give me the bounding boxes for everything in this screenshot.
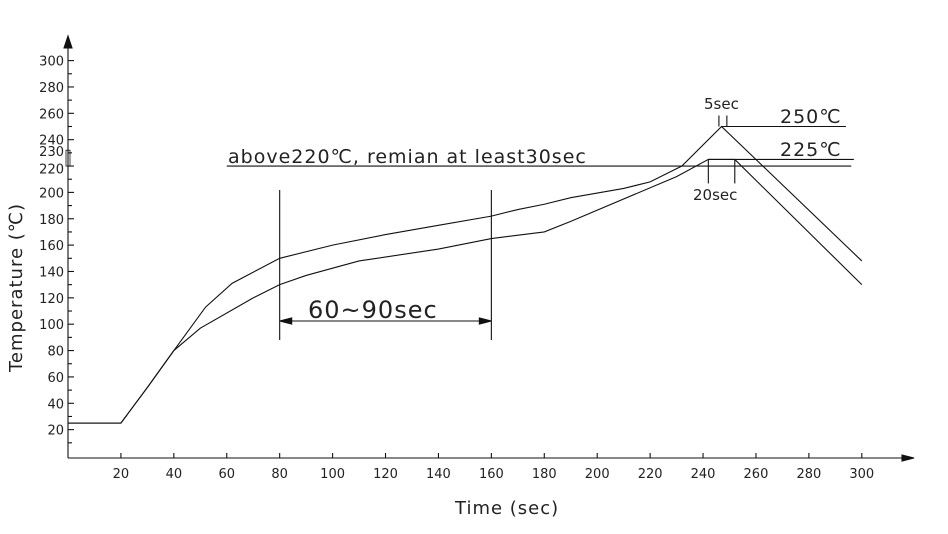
- y-tick-label: 120: [39, 292, 64, 307]
- y-tick-label: 300: [39, 55, 64, 70]
- y-tick-label: 240: [39, 134, 64, 149]
- y-tick-label: 40: [47, 397, 64, 412]
- y-tick-label: 20: [47, 424, 64, 439]
- x-tick-label: 40: [166, 467, 183, 482]
- y-tick-label: 180: [39, 213, 64, 228]
- x-tick-label: 220: [638, 467, 663, 482]
- series: [68, 125, 863, 424]
- ticks: 2040608010012014016018020022023024026028…: [39, 55, 874, 482]
- annotation-reflow-temp: 225℃: [780, 139, 842, 161]
- x-tick-label: 180: [532, 467, 557, 482]
- y-tick-label: 230: [39, 145, 64, 160]
- y-tick-label: 60: [47, 371, 64, 386]
- y-tick-label: 100: [39, 318, 64, 333]
- annotation-above: above220℃, remian at least30sec: [228, 146, 587, 168]
- series-line-1: [68, 125, 863, 424]
- y-tick-label: 280: [39, 81, 64, 96]
- x-tick-label: 120: [373, 467, 398, 482]
- soak-arrow-left: [279, 317, 293, 325]
- x-tick-label: 160: [479, 467, 504, 482]
- annotation-soak: 60~90sec: [308, 296, 438, 324]
- x-tick-label: 200: [585, 467, 610, 482]
- y-tick-label: 160: [39, 239, 64, 254]
- y-tick-label: 140: [39, 265, 64, 280]
- x-tick-label: 140: [426, 467, 451, 482]
- annotation-reflow-time: 20sec: [693, 186, 737, 204]
- y-tick-label: 80: [47, 345, 64, 360]
- x-axis-label: Time (sec): [454, 498, 559, 519]
- x-tick-label: 60: [218, 467, 235, 482]
- annotation-peak-time: 5sec: [704, 95, 739, 113]
- x-tick-label: 100: [320, 467, 345, 482]
- x-tick-label: 280: [796, 467, 821, 482]
- annotation-peak-temp: 250℃: [780, 106, 842, 128]
- x-tick-label: 20: [113, 467, 130, 482]
- series-line-2: [68, 158, 863, 424]
- annotations: [226, 115, 854, 340]
- y-tick-label: 260: [39, 107, 64, 122]
- x-tick-label: 300: [849, 467, 874, 482]
- x-tick-label: 260: [744, 467, 769, 482]
- soak-arrow-right: [478, 317, 492, 325]
- axes: [63, 34, 915, 462]
- y-axis-arrow: [63, 34, 73, 49]
- y-tick-label: 200: [39, 186, 64, 201]
- x-tick-label: 80: [271, 467, 288, 482]
- y-tick-label: 220: [39, 163, 64, 178]
- y-axis-label: Temperature (℃): [6, 203, 27, 373]
- x-axis-arrow: [901, 454, 915, 462]
- x-tick-label: 240: [691, 467, 716, 482]
- y-tick-bracket: [65, 149, 71, 167]
